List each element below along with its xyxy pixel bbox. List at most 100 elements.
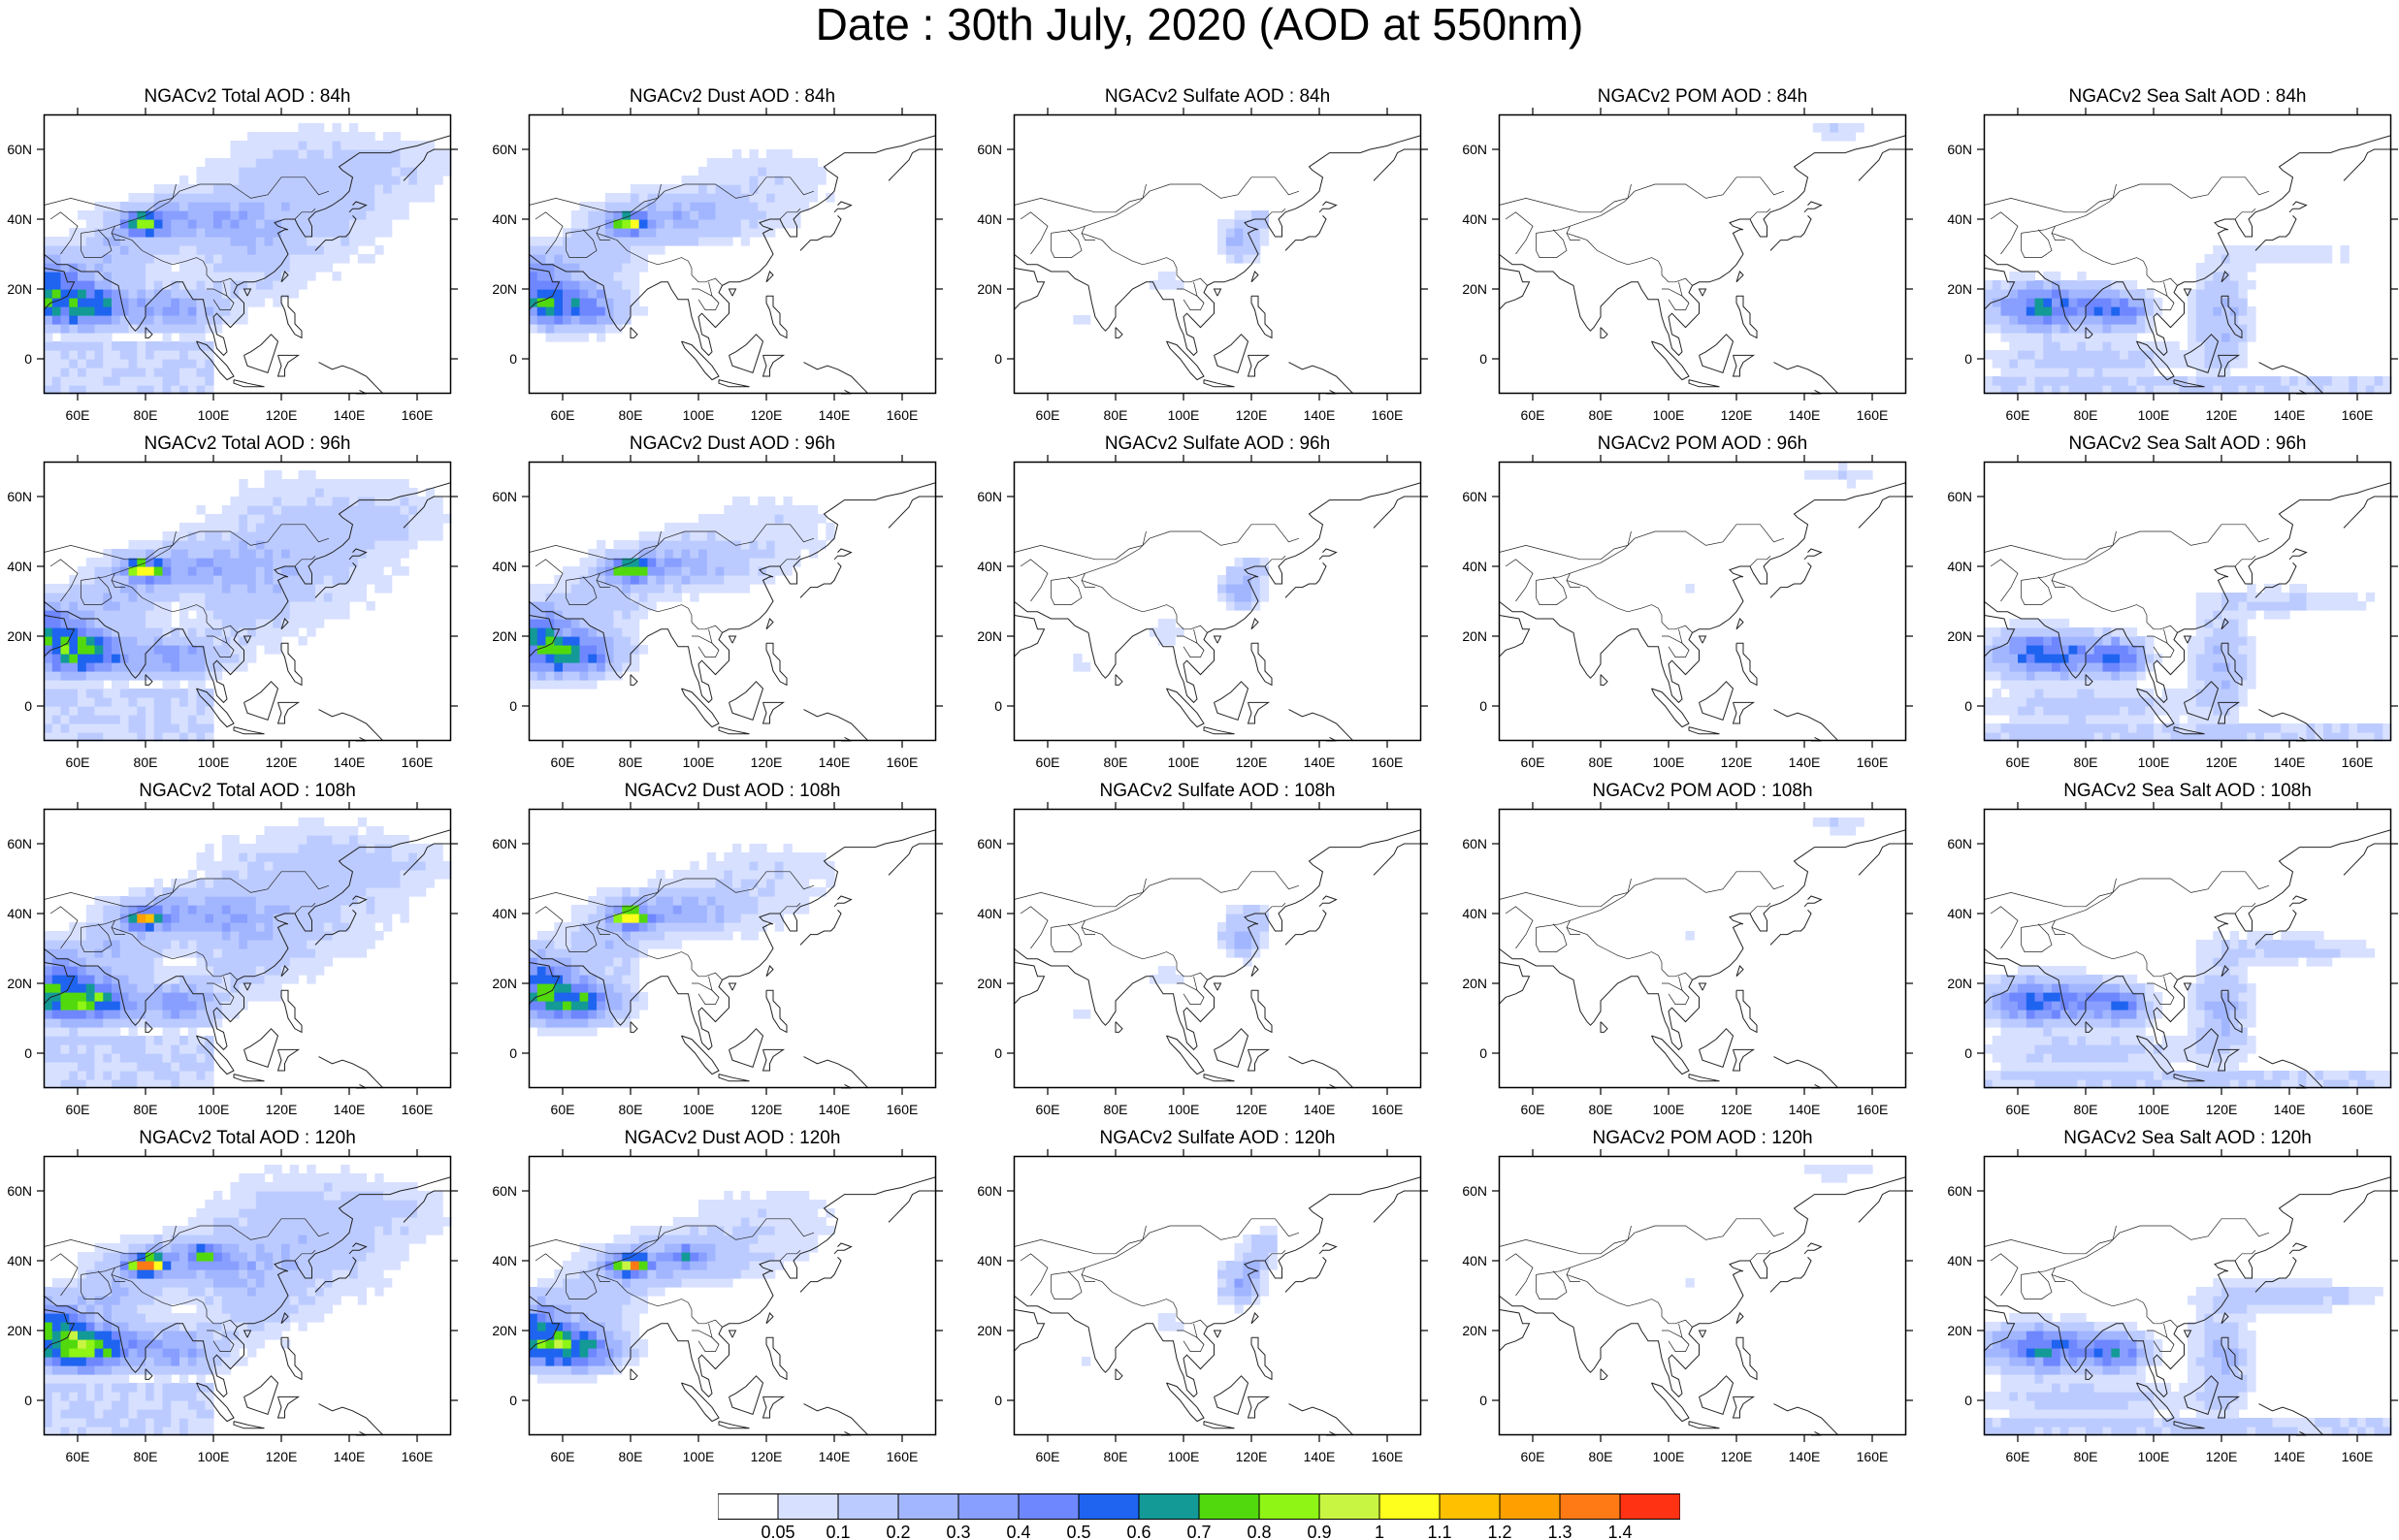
lat-tick-label: 20N [7, 628, 32, 644]
colorbar-swatch [1198, 1493, 1260, 1520]
colorbar: 0.05 0.1 0.2 0.3 0.4 0.5 0.6 0.7 0.8 0.9 1 1.1 1.2 1.… [718, 1493, 1680, 1540]
lon-tick-label: 60E [1521, 754, 1545, 770]
lon-tick-label: 60E [66, 754, 90, 770]
panel-title: NGACv2 Sea Salt AOD : 96h [2068, 433, 2307, 454]
aod-field [1685, 1165, 1873, 1288]
lon-tick-label: 80E [2074, 407, 2098, 423]
colorbar-level-label: 0.5 [1066, 1523, 1090, 1540]
lat-tick-label: 40N [7, 906, 32, 921]
lon-tick-label: 140E [1789, 1449, 1821, 1464]
aod-map: 60E 80E 100E 120E 140E 160E 0 20N 40N 60N [977, 108, 1428, 423]
lat-tick-label: 0 [24, 1045, 32, 1061]
lat-tick-label: 40N [7, 1253, 32, 1268]
panel-title: NGACv2 Dust AOD : 84h [629, 86, 836, 107]
aod-map: 60E 80E 100E 120E 140E 160E 0 20N 40N 60N [492, 802, 943, 1117]
aod-field [1685, 462, 1873, 594]
map-panel-seasalt-84h: NGACv2 Sea Salt AOD : 84h 60E 80E 100E 120E 1… [1947, 86, 2398, 442]
lon-tick-label: 60E [2006, 754, 2030, 770]
map-panel-dust-84h: NGACv2 Dust AOD : 84h 60E 80E 100E 120E 140E 1… [492, 86, 943, 442]
lat-tick-label: 20N [1947, 281, 1972, 297]
lon-tick-label: 160E [1372, 1102, 1404, 1117]
panel-title: NGACv2 Total AOD : 120h [139, 1128, 356, 1148]
lon-tick-label: 120E [1236, 754, 1268, 770]
lon-tick-label: 100E [198, 1449, 230, 1464]
colorbar-swatch [1439, 1493, 1501, 1520]
lon-tick-label: 60E [2006, 1102, 2030, 1117]
panel-title: NGACv2 Total AOD : 84h [144, 86, 351, 107]
map-panel-sulfate-84h: NGACv2 Sulfate AOD : 84h 60E 80E 100E 120E 14… [977, 87, 1428, 442]
lat-tick-label: 40N [1947, 1253, 1972, 1268]
lon-tick-label: 100E [683, 754, 715, 770]
lon-tick-label: 140E [2274, 754, 2306, 770]
map-panel-total-108h: NGACv2 Total AOD : 108h 60E 80E 100E 120E 140… [7, 782, 458, 1137]
lon-tick-label: 80E [1104, 407, 1128, 423]
aod-field [529, 844, 835, 1037]
coastlines [1498, 135, 1907, 395]
figure-title: Date : 30th July, 2020 (AOD at 550nm) [815, 0, 1584, 49]
colorbar-level-label: 0.9 [1307, 1523, 1331, 1540]
panel-title: NGACv2 Dust AOD : 108h [624, 781, 841, 801]
lon-tick-label: 60E [1036, 1449, 1060, 1464]
lon-tick-label: 160E [1857, 407, 1889, 423]
lat-tick-label: 20N [492, 976, 517, 991]
lon-tick-label: 140E [819, 1102, 851, 1117]
aod-map: 60E 80E 100E 120E 140E 160E 0 20N 40N 60N [1462, 1149, 1913, 1464]
lat-tick-label: 40N [1947, 559, 1972, 574]
lat-tick-label: 20N [1462, 1323, 1487, 1338]
coastlines [1013, 482, 1422, 742]
lat-tick-label: 0 [1964, 1393, 1972, 1408]
lat-tick-label: 40N [1462, 211, 1487, 227]
lon-tick-label: 60E [2006, 1449, 2030, 1464]
lon-tick-label: 120E [2206, 754, 2238, 770]
lat-tick-label: 60N [1462, 1183, 1487, 1199]
lon-tick-label: 100E [1168, 407, 1200, 423]
map-panel-pom-108h: NGACv2 POM AOD : 108h 60E 80E 100E 120E 140E 1… [1462, 782, 1913, 1137]
lon-tick-label: 120E [1721, 407, 1753, 423]
coastlines [1013, 135, 1422, 395]
lat-tick-label: 60N [977, 142, 1002, 157]
aod-map: 60E 80E 100E 120E 140E 160E 0 20N 40N 60N [1462, 455, 1913, 770]
aod-field [44, 123, 452, 395]
colorbar-level-label: 0.4 [1006, 1523, 1030, 1540]
coastlines [528, 135, 937, 395]
aod-field [1812, 123, 1864, 142]
lon-tick-label: 140E [819, 407, 851, 423]
coastlines [43, 829, 452, 1089]
lat-tick-label: 40N [1947, 906, 1972, 921]
lon-tick-label: 120E [2206, 1449, 2238, 1464]
lon-tick-label: 80E [619, 1449, 643, 1464]
lon-tick-label: 100E [1168, 1102, 1200, 1117]
lon-tick-label: 140E [334, 754, 366, 770]
lon-tick-label: 160E [2342, 1449, 2374, 1464]
lat-tick-label: 0 [509, 351, 517, 367]
lat-tick-label: 60N [1947, 836, 1972, 851]
aod-map: 60E 80E 100E 120E 140E 160E 0 20N 40N 60N [7, 108, 458, 423]
lat-tick-label: 40N [492, 559, 517, 574]
colorbar-swatch [1619, 1493, 1680, 1520]
lon-tick-label: 120E [751, 1449, 783, 1464]
colorbar-level-label: 0.6 [1126, 1523, 1151, 1540]
lat-tick-label: 20N [492, 628, 517, 644]
coastlines [1498, 1176, 1907, 1436]
lon-tick-label: 160E [402, 754, 434, 770]
lat-tick-label: 20N [1462, 281, 1487, 297]
lat-tick-label: 20N [7, 976, 32, 991]
aod-field [44, 470, 452, 742]
coastlines [1983, 1176, 2392, 1436]
lon-tick-label: 140E [2274, 407, 2306, 423]
panel-title: NGACv2 Sea Salt AOD : 84h [2068, 86, 2307, 107]
panel-title: NGACv2 Sulfate AOD : 108h [1099, 781, 1336, 801]
lat-tick-label: 0 [1479, 698, 1487, 714]
coastlines [528, 482, 937, 742]
lon-tick-label: 120E [1721, 1102, 1753, 1117]
lon-tick-label: 80E [2074, 1102, 2098, 1117]
lon-tick-label: 80E [134, 1102, 158, 1117]
map-panel-sulfate-96h: NGACv2 Sulfate AOD : 96h 60E 80E 100E 120E 14… [977, 434, 1428, 789]
lon-tick-label: 100E [683, 1449, 715, 1464]
lon-tick-label: 60E [66, 1102, 90, 1117]
panel-title: NGACv2 POM AOD : 120h [1592, 1128, 1813, 1148]
lon-tick-label: 80E [619, 754, 643, 770]
lat-tick-label: 0 [1479, 1393, 1487, 1408]
lat-tick-label: 0 [24, 1393, 32, 1408]
lat-tick-label: 40N [492, 906, 517, 921]
